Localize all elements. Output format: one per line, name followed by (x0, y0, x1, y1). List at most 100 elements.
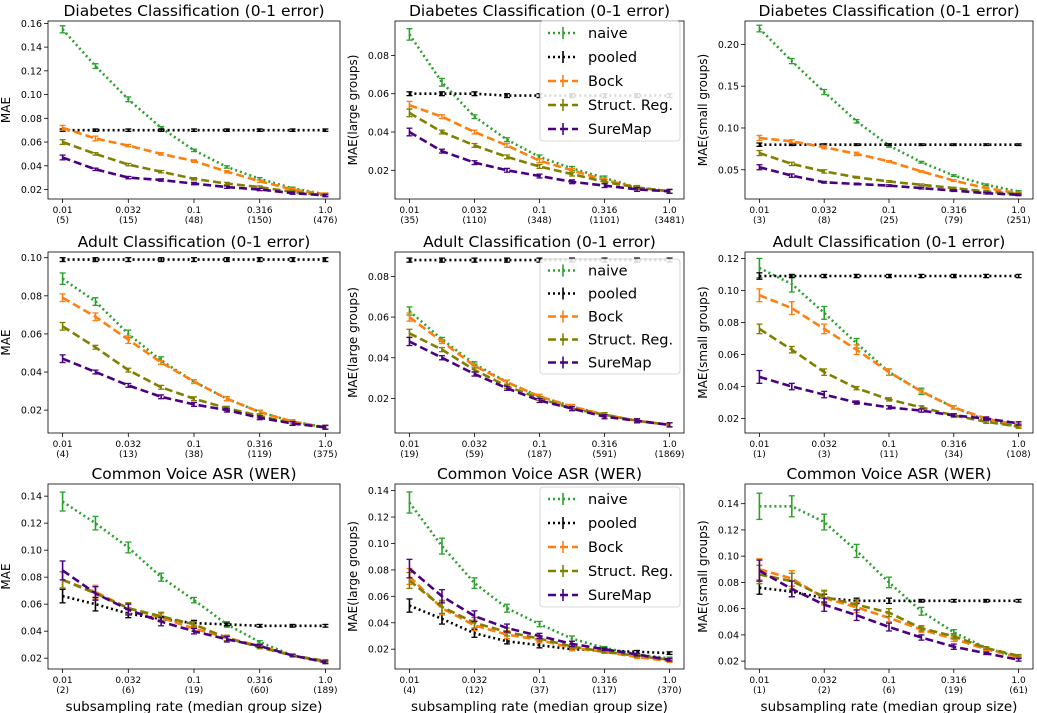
y-tick-label: 0.10 (718, 552, 739, 563)
series-naive (756, 24, 1022, 193)
x-tick-label: 0.1 (532, 440, 546, 450)
series-pooled (756, 272, 1022, 280)
y-tick-label: 0.14 (368, 486, 389, 497)
legend-label: pooled (588, 516, 637, 532)
x-tick-label: 0.316 (592, 676, 618, 686)
legend-label: naive (588, 492, 628, 508)
x-tick-sublabel: (110) (462, 216, 486, 226)
y-tick-label: 0.12 (21, 66, 42, 77)
x-tick-label: 1.0 (662, 206, 677, 216)
x-tick-label: 1.0 (1011, 676, 1026, 686)
series-naive (756, 257, 1022, 429)
subplot-2: Diabetes Classification (0-1 error) MAE(l… (346, 2, 685, 226)
legend-box (539, 20, 681, 142)
y-tick-label: 0.16 (21, 19, 42, 30)
x-tick-label: 0.1 (882, 206, 896, 216)
y-tick-label: 0.06 (368, 592, 389, 603)
y-tick-label: 0.15 (718, 82, 739, 93)
x-tick-label: 0.01 (749, 440, 769, 450)
series-line (61, 28, 326, 196)
y-tick-label: 0.02 (368, 645, 389, 656)
x-tick-label: 0.01 (749, 676, 769, 686)
y-tick-label: 0.08 (718, 318, 739, 329)
x-tick-label: 0.316 (592, 440, 618, 450)
y-tick-label: 0.10 (21, 90, 42, 101)
x-axis-label: subsampling rate (median group size) (66, 699, 323, 713)
x-tick-label: 0.1 (882, 676, 896, 686)
series-line (758, 327, 1019, 428)
x-tick-label: 0.1 (532, 676, 546, 686)
x-tick-label: 0.316 (592, 206, 618, 216)
x-tick-sublabel: (6) (122, 686, 135, 696)
x-tick-sublabel: (4) (403, 686, 416, 696)
x-tick-label: 0.1 (532, 206, 546, 216)
y-tick-label: 0.08 (21, 573, 42, 584)
x-tick-sublabel: (189) (313, 686, 337, 696)
y-tick-label: 0.10 (368, 539, 389, 550)
chart-title: Diabetes Classification (0-1 error) (758, 2, 1019, 20)
series-suremap (59, 354, 329, 430)
x-tick-sublabel: (5) (56, 216, 69, 226)
y-tick-label: 0.10 (718, 123, 739, 134)
y-axis-label: MAE(small groups) (696, 520, 710, 632)
x-tick-label: 0.316 (941, 440, 967, 450)
y-tick-label: 0.12 (718, 525, 739, 536)
legend-label: SureMap (588, 588, 652, 604)
x-tick-label: 1.0 (1011, 206, 1026, 216)
y-tick-label: 0.20 (718, 40, 739, 51)
x-tick-sublabel: (19) (945, 686, 963, 696)
y-tick-label: 0.02 (21, 185, 42, 196)
y-tick-label: 0.02 (718, 657, 739, 668)
subplot-8: Common Voice ASR (WER) MAE(large groups) 0… (346, 465, 685, 713)
series-suremap (756, 164, 1022, 197)
x-tick-sublabel: (13) (119, 450, 137, 460)
y-tick-label: 0.02 (718, 414, 739, 425)
series-suremap (59, 154, 329, 198)
y-tick-label: 0.12 (368, 513, 389, 524)
y-tick-label: 0.12 (718, 254, 739, 265)
y-tick-label: 0.04 (368, 128, 389, 139)
chart-title: Adult Classification (0-1 error) (78, 233, 311, 251)
legend-label: Bock (588, 310, 624, 326)
y-tick-label: 0.06 (718, 604, 739, 615)
series-bock (59, 571, 329, 665)
series-line (408, 340, 670, 427)
y-axis-label: MAE(large groups) (346, 287, 360, 398)
x-tick-label: 0.1 (187, 206, 201, 216)
series-bock (59, 293, 329, 430)
y-axis-label: MAE(small groups) (696, 54, 710, 166)
x-axis-label: subsampling rate (median group size) (761, 699, 1018, 713)
series-line (408, 111, 670, 193)
x-tick-label: 1.0 (662, 676, 677, 686)
x-tick-sublabel: (187) (527, 450, 551, 460)
y-tick-label: 0.04 (21, 161, 42, 172)
series-struct-reg (59, 321, 329, 430)
y-tick-label: 0.08 (368, 565, 389, 576)
y-tick-label: 0.04 (21, 368, 42, 379)
legend-label: Struct. Reg. (588, 333, 673, 349)
x-tick-sublabel: (3) (753, 216, 766, 226)
x-tick-label: 0.01 (53, 206, 73, 216)
x-tick-label: 0.032 (811, 676, 837, 686)
x-tick-sublabel: (370) (657, 686, 681, 696)
legend-label: pooled (588, 50, 637, 66)
y-tick-label: 0.06 (368, 313, 389, 324)
subplot-9: Common Voice ASR (WER) MAE(small groups) 0… (696, 465, 1034, 713)
subplot-4: Adult Classification (0-1 error) MAE 0.02 0… (0, 233, 341, 460)
legend-label: naive (588, 264, 628, 280)
x-tick-sublabel: (150) (248, 216, 272, 226)
series-line (759, 136, 1019, 195)
y-axis-label: MAE (0, 329, 13, 355)
x-tick-sublabel: (8) (818, 216, 831, 226)
x-tick-label: 0.032 (462, 440, 488, 450)
x-tick-label: 0.01 (399, 206, 419, 216)
legend-box (539, 486, 681, 608)
y-tick-label: 0.02 (368, 394, 389, 405)
y-tick-label: 0.08 (21, 114, 42, 125)
legend-label: Bock (588, 74, 624, 90)
x-tick-sublabel: (1) (753, 450, 766, 460)
y-axis-label: MAE (0, 97, 13, 123)
y-tick-label: 0.12 (21, 519, 42, 530)
series-line (758, 569, 1019, 662)
